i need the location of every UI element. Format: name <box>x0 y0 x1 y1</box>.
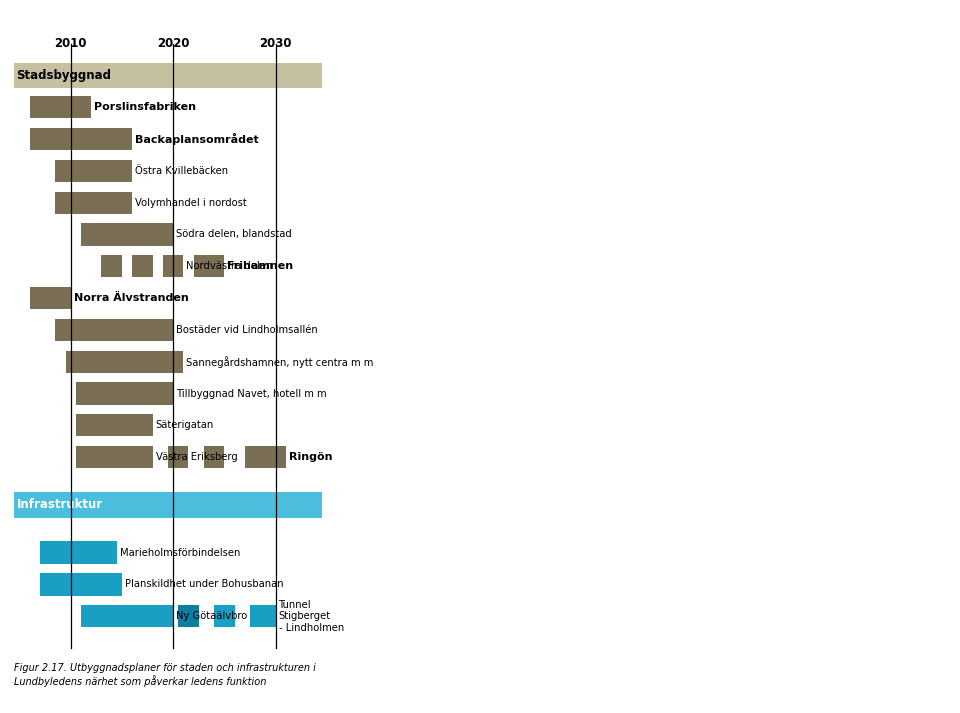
Text: Norra Älvstranden: Norra Älvstranden <box>74 293 188 303</box>
Bar <box>56 192 132 214</box>
Bar <box>30 96 91 118</box>
Bar <box>204 446 225 468</box>
Text: Porslinsfabriken: Porslinsfabriken <box>94 102 196 112</box>
Text: Nordvästra delen: Nordvästra delen <box>186 261 273 271</box>
Bar <box>14 492 322 518</box>
Bar <box>179 605 199 627</box>
Text: Planskildhet under Bohusbanan: Planskildhet under Bohusbanan <box>125 580 283 590</box>
Bar <box>250 605 276 627</box>
Text: Infrastruktur: Infrastruktur <box>16 498 103 511</box>
Text: Figur 2.17. Utbyggnadsplaner för staden och infrastrukturen i
Lundbyledens närhe: Figur 2.17. Utbyggnadsplaner för staden … <box>14 663 316 687</box>
Bar <box>14 63 322 88</box>
Bar <box>76 446 153 468</box>
Text: 2010: 2010 <box>55 37 87 50</box>
Text: Säterigatan: Säterigatan <box>156 421 214 431</box>
Text: 2030: 2030 <box>259 37 292 50</box>
Text: Sannegårdshamnen, nytt centra m m: Sannegårdshamnen, nytt centra m m <box>186 356 373 368</box>
Bar <box>163 255 183 277</box>
Text: Södra delen, blandstad: Södra delen, blandstad <box>177 230 292 240</box>
Bar <box>56 319 173 341</box>
Bar <box>40 541 71 564</box>
Bar <box>40 573 122 595</box>
Text: Västra Eriksberg: Västra Eriksberg <box>156 452 237 462</box>
Bar <box>65 351 183 373</box>
Text: Volymhandel i nordost: Volymhandel i nordost <box>135 198 247 207</box>
Text: Tunnel
Stigberget
- Lindholmen: Tunnel Stigberget - Lindholmen <box>278 600 344 633</box>
Bar <box>245 446 286 468</box>
Bar <box>81 605 173 627</box>
Text: Ny Götaälvbro: Ny Götaälvbro <box>177 611 248 621</box>
Bar <box>76 382 173 405</box>
Bar <box>76 414 153 436</box>
Bar <box>56 160 132 182</box>
Text: Frihamnen: Frihamnen <box>228 261 294 271</box>
Text: 2020: 2020 <box>156 37 189 50</box>
Bar <box>81 223 173 245</box>
Text: Östra Kvillebäcken: Östra Kvillebäcken <box>135 166 228 176</box>
Text: Ringön: Ringön <box>289 452 332 462</box>
Text: Bostäder vid Lindholmsallén: Bostäder vid Lindholmsallén <box>177 325 318 335</box>
Bar <box>168 446 188 468</box>
Bar <box>30 287 71 309</box>
Text: Marieholmsförbindelsen: Marieholmsförbindelsen <box>120 548 240 558</box>
Text: Tillbyggnad Navet, hotell m m: Tillbyggnad Navet, hotell m m <box>177 389 326 399</box>
Text: Backaplansområdet: Backaplansområdet <box>135 133 259 145</box>
Bar <box>102 255 122 277</box>
Bar <box>71 541 117 564</box>
Bar <box>194 255 225 277</box>
Bar <box>214 605 234 627</box>
Text: Stadsbyggnad: Stadsbyggnad <box>16 69 111 82</box>
Bar <box>30 128 132 150</box>
Bar <box>132 255 153 277</box>
